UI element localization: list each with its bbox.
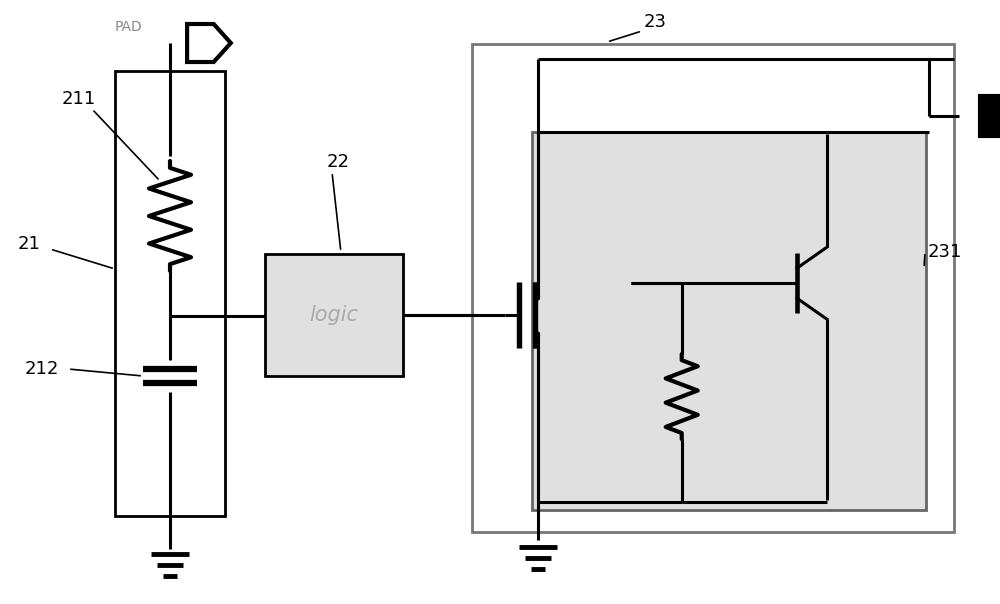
FancyBboxPatch shape <box>265 254 403 376</box>
Polygon shape <box>980 96 1000 136</box>
Text: 212: 212 <box>25 360 59 378</box>
Text: 21: 21 <box>18 235 41 253</box>
Text: logic: logic <box>310 305 358 325</box>
Text: 211: 211 <box>62 90 96 108</box>
Polygon shape <box>187 24 231 62</box>
Text: 231: 231 <box>928 243 962 261</box>
FancyBboxPatch shape <box>115 71 225 516</box>
Polygon shape <box>535 325 547 338</box>
FancyBboxPatch shape <box>532 132 926 510</box>
Text: 23: 23 <box>644 13 666 31</box>
Text: PAD: PAD <box>114 20 142 34</box>
Text: 22: 22 <box>326 153 350 171</box>
FancyBboxPatch shape <box>472 44 954 532</box>
Polygon shape <box>807 304 815 311</box>
